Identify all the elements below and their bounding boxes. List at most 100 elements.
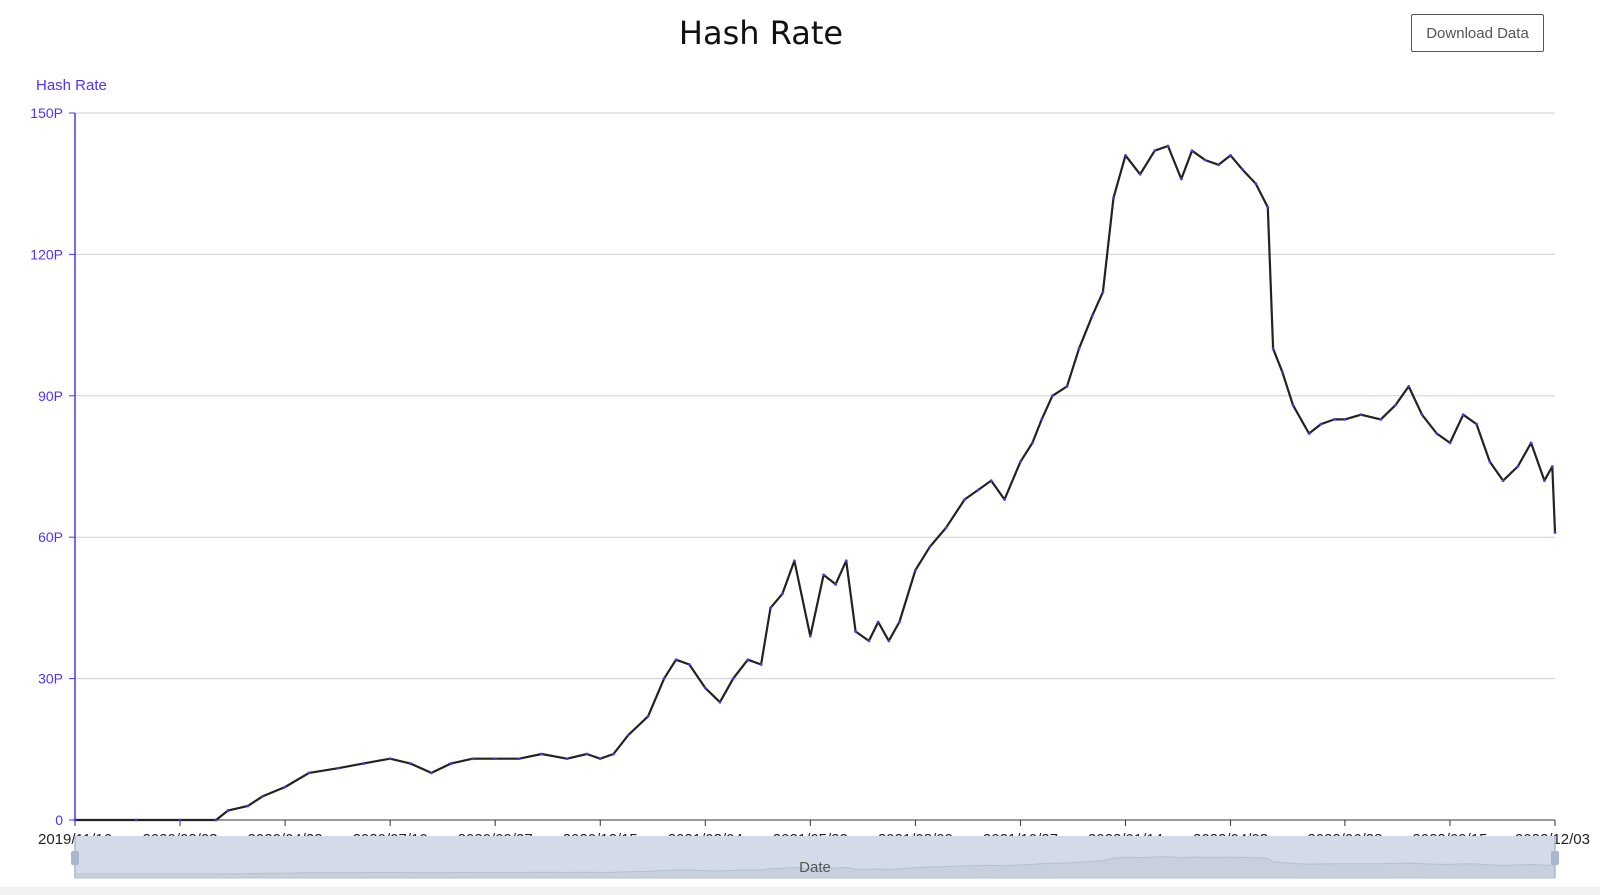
data-point <box>1003 498 1006 501</box>
data-point <box>1166 144 1170 148</box>
data-point <box>283 785 287 789</box>
data-point <box>646 714 650 718</box>
data-point <box>1529 441 1533 445</box>
data-point <box>1343 417 1347 421</box>
data-point <box>1153 149 1157 153</box>
data-point <box>362 762 365 765</box>
data-point <box>1359 413 1363 417</box>
data-point <box>1542 479 1546 483</box>
data-point <box>214 818 218 822</box>
data-point <box>73 818 77 822</box>
data-point <box>226 809 230 812</box>
data-point <box>928 545 932 549</box>
data-point <box>598 757 602 761</box>
series-line <box>75 144 1557 822</box>
bottom-strip <box>0 887 1600 895</box>
data-point <box>1229 154 1232 157</box>
data-point <box>1448 441 1452 445</box>
data-point <box>1217 163 1220 167</box>
y-tick-label: 120P <box>30 246 63 262</box>
data-point <box>674 658 678 662</box>
data-point <box>1179 177 1183 181</box>
data-point <box>1516 465 1520 468</box>
download-data-button[interactable]: Download Data <box>1411 14 1544 52</box>
data-point <box>1420 413 1424 417</box>
data-point <box>1319 422 1323 426</box>
data-point <box>1101 290 1105 294</box>
data-point <box>1254 182 1258 186</box>
zoom-slider[interactable]: Date <box>71 836 1559 879</box>
data-point <box>1090 314 1094 318</box>
data-point <box>1281 370 1284 374</box>
data-point <box>1138 172 1142 176</box>
data-point <box>517 757 521 761</box>
data-point <box>1394 403 1397 407</box>
y-tick-label: 0 <box>55 812 63 828</box>
data-point <box>1266 205 1270 209</box>
data-point <box>822 573 826 577</box>
data-point <box>759 663 763 666</box>
data-point <box>1077 347 1081 351</box>
data-point <box>471 757 474 761</box>
data-point <box>976 488 980 492</box>
data-point <box>898 620 901 624</box>
y-axis: 0 30P 60P 90P 120P 150P Hash Rate <box>30 77 107 828</box>
data-point <box>731 677 735 680</box>
data-point <box>261 795 264 798</box>
y-axis-name: Hash Rate <box>36 77 107 94</box>
data-point <box>718 700 722 704</box>
data-point <box>769 606 772 610</box>
data-point <box>662 677 666 680</box>
y-tick-label: 90P <box>38 388 63 404</box>
x-axis-name: Date <box>799 859 831 876</box>
data-point <box>963 498 966 501</box>
zoom-slider-preview <box>74 856 1556 879</box>
data-point <box>1488 460 1492 464</box>
data-point <box>687 663 691 666</box>
data-point <box>178 818 182 822</box>
series-layer <box>73 144 1557 822</box>
chart-title: Hash Rate <box>678 14 844 52</box>
zoom-handle-right[interactable] <box>1551 851 1559 865</box>
data-point <box>913 568 917 572</box>
data-point <box>867 639 871 643</box>
data-point <box>408 762 412 765</box>
data-point <box>1271 347 1275 351</box>
data-point <box>1019 460 1022 464</box>
data-point <box>1040 417 1044 421</box>
data-point <box>1203 158 1207 162</box>
data-point <box>1475 422 1478 426</box>
data-point <box>565 757 569 761</box>
grid-lines <box>75 112 1555 821</box>
y-tick-label: 150P <box>30 105 63 121</box>
data-point <box>134 818 138 822</box>
y-tick-label: 30P <box>38 671 63 687</box>
data-point <box>1332 417 1336 421</box>
data-point <box>1112 196 1115 200</box>
data-point <box>493 757 497 761</box>
y-tick-label: 60P <box>38 529 63 545</box>
data-point <box>612 752 615 756</box>
data-point <box>944 526 948 530</box>
data-point <box>876 620 880 624</box>
data-point <box>1553 531 1557 534</box>
data-point <box>1031 441 1034 445</box>
data-point <box>449 762 453 765</box>
data-point <box>246 804 250 808</box>
data-point <box>844 559 848 563</box>
data-point <box>1124 154 1127 157</box>
data-point <box>1550 465 1554 468</box>
data-point <box>585 752 589 756</box>
data-point <box>1190 149 1194 153</box>
data-point <box>307 771 311 775</box>
data-point <box>746 658 750 662</box>
data-point <box>1065 384 1069 388</box>
data-point <box>1501 479 1505 483</box>
data-point <box>1407 384 1411 388</box>
zoom-handle-left[interactable] <box>71 851 79 865</box>
data-point <box>834 582 838 586</box>
data-point <box>1291 403 1295 407</box>
data-point <box>388 757 392 761</box>
